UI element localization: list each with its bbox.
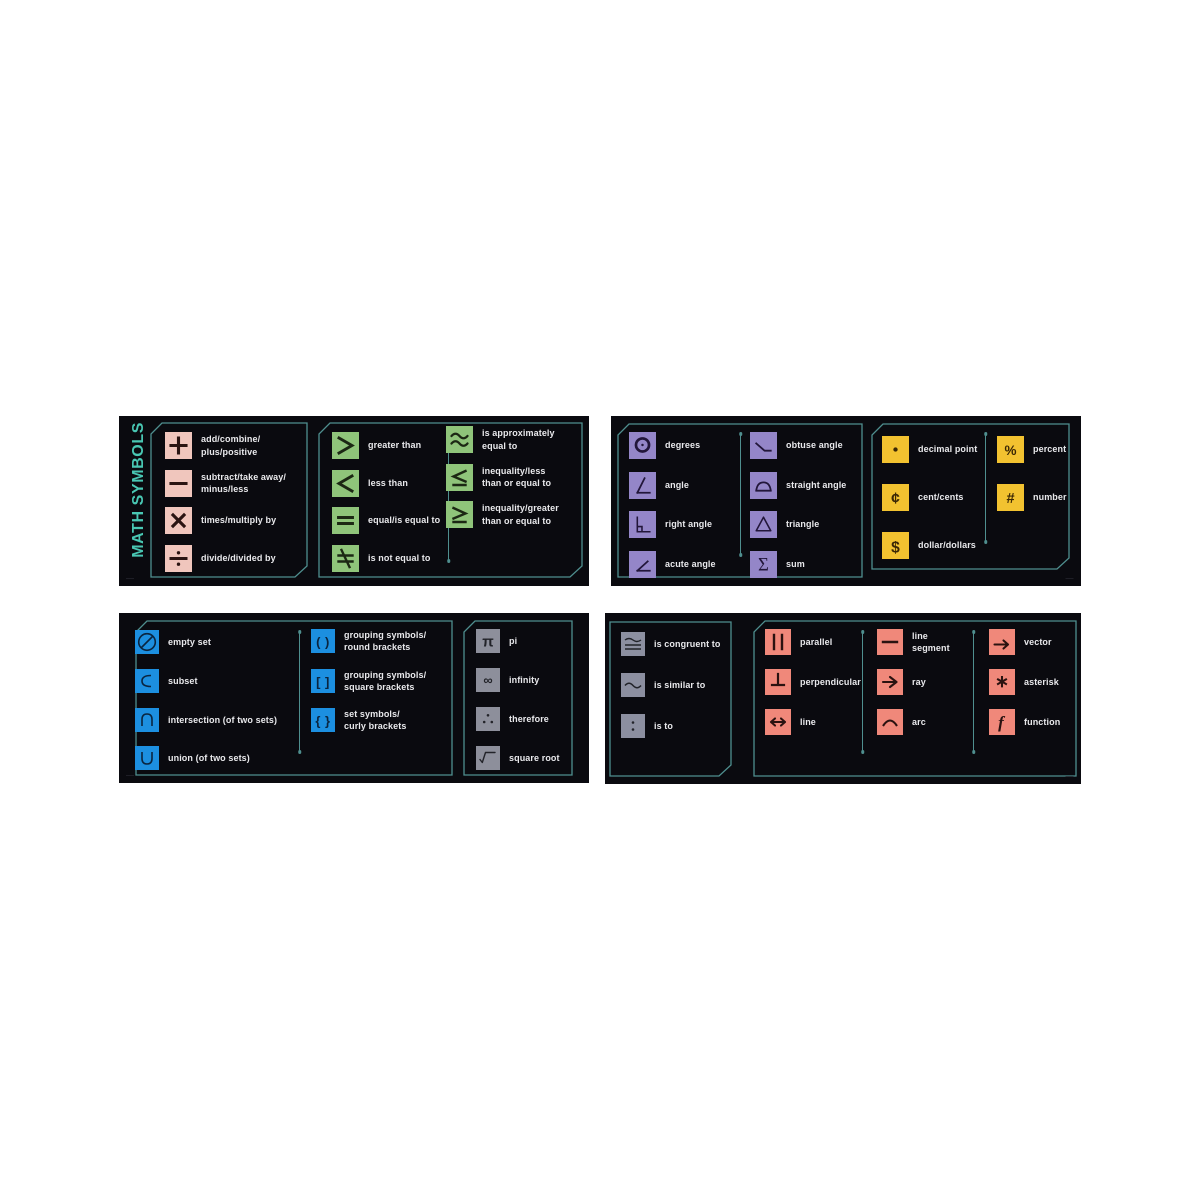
- svg-text:%: %: [1004, 443, 1016, 458]
- svg-text:π: π: [482, 634, 494, 651]
- svg-text:¢: ¢: [891, 491, 900, 508]
- svg-text:∗: ∗: [995, 672, 1009, 691]
- svg-text:f: f: [998, 713, 1006, 732]
- svg-text:( ): ( ): [316, 635, 330, 650]
- svg-text:{ }: { }: [315, 714, 330, 729]
- svg-text:Σ: Σ: [758, 555, 769, 576]
- svg-text:$: $: [891, 539, 900, 556]
- svg-text:#: #: [1006, 491, 1014, 507]
- svg-text:[ ]: [ ]: [316, 675, 330, 690]
- svg-text:∞: ∞: [483, 673, 492, 688]
